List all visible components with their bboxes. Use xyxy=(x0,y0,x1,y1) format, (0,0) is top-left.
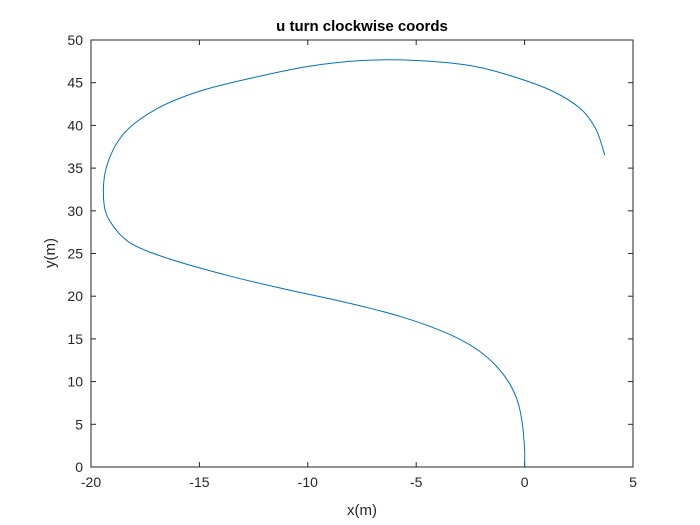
y-tick-label: 45 xyxy=(67,75,83,91)
plot-area xyxy=(91,40,633,467)
y-tick-label: 30 xyxy=(67,203,83,219)
plot-frame xyxy=(90,39,634,468)
y-tick-label: 50 xyxy=(67,32,83,48)
series-layer xyxy=(102,59,606,468)
series-line xyxy=(102,59,606,468)
x-axis-label: x(m) xyxy=(347,502,377,519)
chart-title: u turn clockwise coords xyxy=(276,18,448,35)
x-tick-label: 5 xyxy=(629,474,637,490)
x-tick-label: -20 xyxy=(81,474,101,490)
y-tick-label: 35 xyxy=(67,160,83,176)
y-tick-label: 25 xyxy=(67,246,83,262)
x-tick-label: -15 xyxy=(189,474,209,490)
y-tick-label: 0 xyxy=(75,459,83,475)
x-tick-label: 0 xyxy=(521,474,529,490)
y-tick-label: 10 xyxy=(67,374,83,390)
y-tick-label: 5 xyxy=(75,416,83,432)
y-tick-label: 15 xyxy=(67,331,83,347)
x-tick-label: -5 xyxy=(410,474,423,490)
y-tick-label: 20 xyxy=(67,288,83,304)
y-tick-label: 40 xyxy=(67,117,83,133)
y-axis-label: y(m) xyxy=(42,238,59,268)
x-tick-label: -10 xyxy=(298,474,318,490)
